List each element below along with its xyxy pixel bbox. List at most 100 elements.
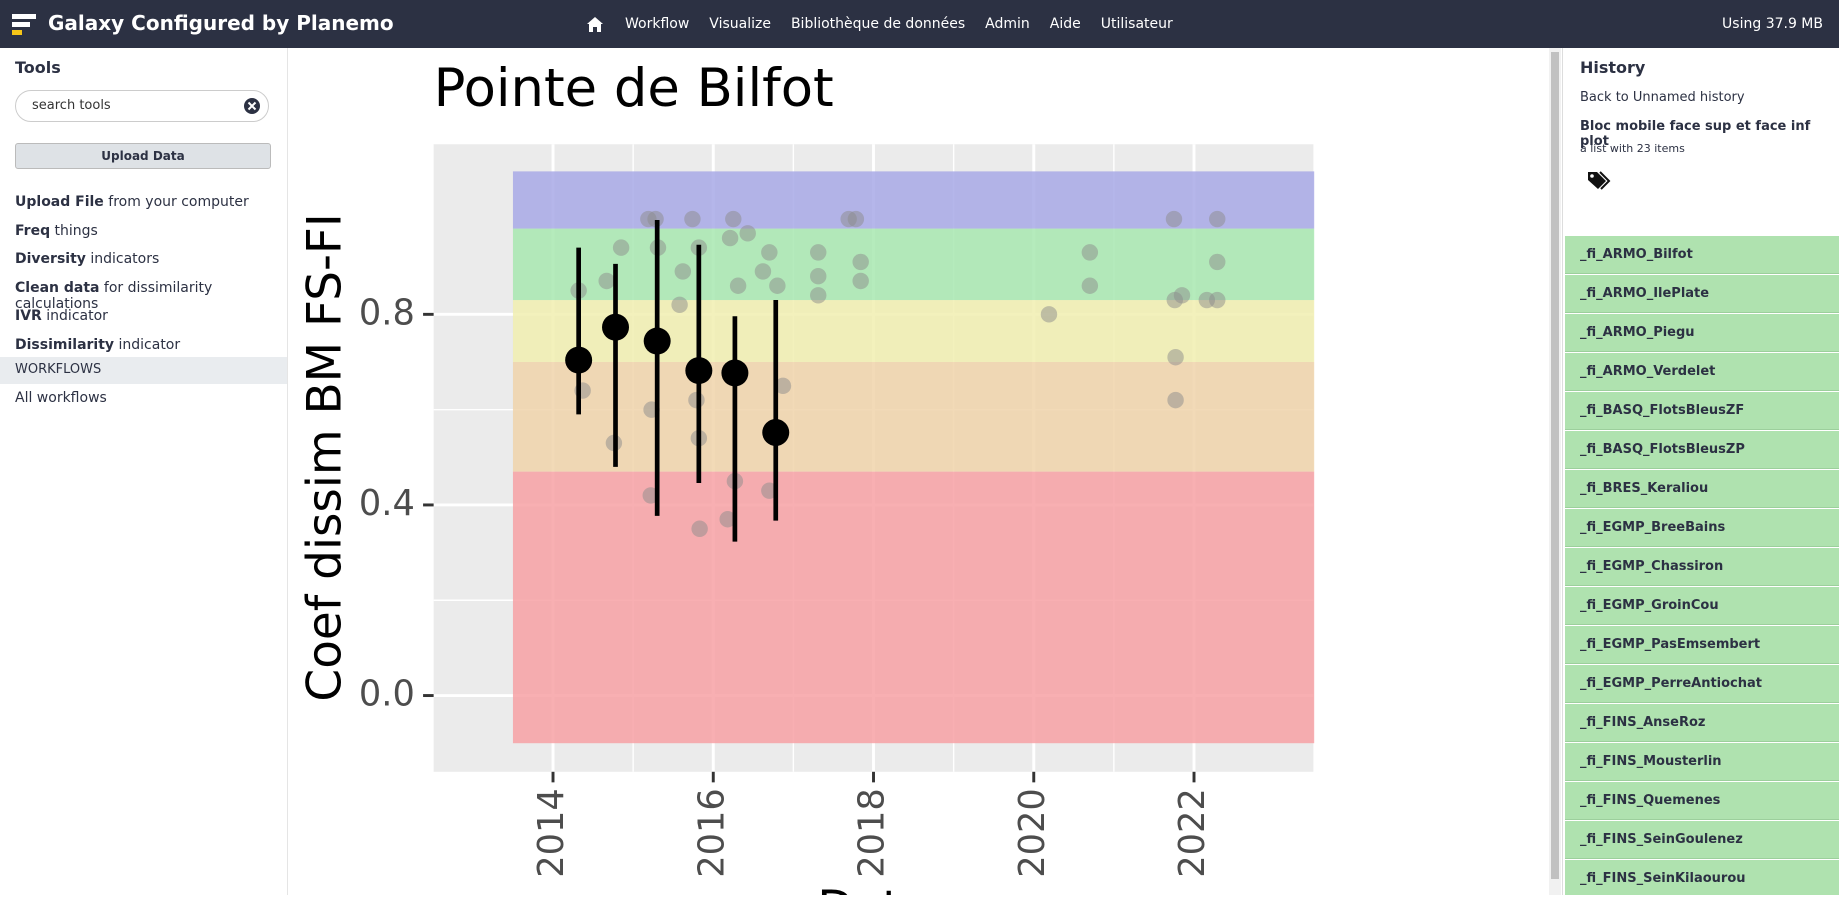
history-item[interactable]: _fi_EGMP_BreeBains [1565, 509, 1839, 547]
x-tick-label: 2022 [1172, 788, 1213, 878]
back-link[interactable]: Back to Unnamed history [1580, 90, 1745, 105]
nav-item[interactable]: Admin [985, 16, 1030, 32]
mean-point [602, 313, 630, 341]
home-icon[interactable] [585, 15, 605, 33]
history-item[interactable]: _fi_FINS_Quemenes [1565, 782, 1839, 820]
y-tick-label: 0.8 [359, 292, 415, 333]
clear-icon[interactable] [243, 97, 261, 115]
history-item[interactable]: _fi_BASQ_FlotsBleusZP [1565, 431, 1839, 469]
search-box[interactable]: search tools [15, 90, 269, 122]
color-band [512, 171, 1315, 229]
tool-section[interactable]: IVR indicator [15, 308, 108, 324]
scrollbar[interactable] [1549, 48, 1561, 895]
section-text: from your computer [108, 194, 249, 210]
tool-panel: Tools search tools Upload Data Upload Fi… [0, 48, 288, 895]
y-axis-label: Coef dissim BM FS-FI [298, 213, 353, 701]
history-item[interactable]: _fi_FINS_SeinKilaourou [1565, 860, 1839, 895]
history-item[interactable]: _fi_FINS_Mousterlin [1565, 743, 1839, 781]
history-panel: History Back to Unnamed history Bloc mob… [1562, 48, 1839, 895]
color-band [512, 300, 1315, 362]
data-point [647, 210, 664, 228]
history-item[interactable]: _fi_FINS_SeinGoulenez [1565, 821, 1839, 859]
item-name: _fi_ARMO_IlePlate [1580, 286, 1710, 301]
all-workflows[interactable]: All workflows [15, 390, 107, 406]
history-item[interactable]: _fi_BRES_Keraliou [1565, 470, 1839, 508]
history-item[interactable]: _fi_ARMO_Verdelet [1565, 353, 1839, 391]
section-bold: Clean data [15, 279, 100, 296]
nav-item[interactable]: Bibliothèque de données [790, 16, 966, 32]
chart: Pointe de Bilfot Coef dissim BM FS-FI Da… [298, 58, 1315, 899]
x-tick-label: 2014 [531, 788, 572, 878]
color-band [512, 361, 1315, 472]
section-bold: Freq [15, 222, 51, 239]
data-point [739, 225, 756, 242]
nav-item[interactable]: Utilisateur [1100, 16, 1173, 32]
section-text: indicator [46, 308, 108, 324]
history-item[interactable]: _fi_EGMP_GroinCou [1565, 587, 1839, 625]
history-item[interactable]: _fi_EGMP_PasEmsembert [1565, 626, 1839, 664]
data-point [754, 263, 772, 280]
data-point [1209, 210, 1226, 228]
nav-item[interactable]: Workflow [625, 16, 690, 32]
y-tick-label: 0.0 [359, 674, 415, 715]
history-item[interactable]: _fi_EGMP_Chassiron [1565, 548, 1839, 586]
tool-section[interactable]: Upload File from your computer [15, 194, 249, 210]
history-item[interactable]: _fi_EGMP_PerreAntiochat [1565, 665, 1839, 703]
nav-item[interactable]: Visualize [709, 16, 771, 32]
upload-button[interactable]: Upload Data [15, 143, 271, 169]
data-point [1209, 253, 1226, 271]
data-point [769, 277, 786, 294]
nav-items: Workflow Visualize Bibliothèque de données… [585, 15, 1173, 33]
color-band [512, 471, 1315, 744]
item-name: _fi_FINS_SeinKilaourou [1580, 871, 1746, 886]
item-name: _fi_EGMP_PasEmsembert [1580, 637, 1761, 652]
scroll-thumb[interactable] [1551, 52, 1559, 879]
data-point [774, 377, 792, 395]
data-point [1167, 349, 1184, 366]
x-tick-label: 2020 [1012, 788, 1053, 878]
history-item[interactable]: _fi_FINS_AnseRoz [1565, 704, 1839, 742]
history-item[interactable]: _fi_ARMO_Bilfot [1565, 236, 1839, 274]
item-name: _fi_FINS_AnseRoz [1580, 715, 1706, 730]
history-item[interactable]: _fi_BASQ_FlotsBleusZF [1565, 392, 1839, 430]
history-title: History [1580, 58, 1646, 77]
tool-section[interactable]: Freq things [15, 223, 98, 239]
tool-section[interactable]: Dissimilarity indicator [15, 337, 180, 353]
section-text: indicators [90, 251, 160, 267]
history-item[interactable]: _fi_ARMO_Piegu [1565, 314, 1839, 352]
chart-title: Pointe de Bilfot [434, 58, 834, 119]
data-point [684, 210, 701, 228]
brand[interactable]: Galaxy Configured by Planemo [48, 11, 394, 35]
section-bold: Upload File [15, 194, 104, 210]
mean-point [685, 357, 713, 385]
item-name: _fi_FINS_Mousterlin [1580, 754, 1722, 769]
nav-item[interactable]: Aide [1049, 16, 1081, 32]
data-point [729, 277, 747, 294]
mean-point [565, 346, 593, 374]
section-text: for dissimilarity calculations [15, 279, 213, 312]
navbar: Galaxy Configured by Planemo Workflow Vis… [0, 0, 1839, 48]
section-text: indicator [118, 336, 181, 353]
data-point [810, 244, 827, 261]
tool-section[interactable]: Diversity indicators [15, 251, 159, 267]
data-point [688, 391, 705, 409]
history-item[interactable]: _fi_ARMO_IlePlate [1565, 275, 1839, 313]
item-name: _fi_FINS_SeinGoulenez [1580, 832, 1743, 847]
data-point [847, 210, 865, 228]
data-point [674, 263, 692, 280]
item-name: _fi_EGMP_GroinCou [1580, 598, 1719, 613]
y-tick-label: 0.4 [359, 483, 415, 524]
item-name: _fi_ARMO_Piegu [1580, 325, 1695, 340]
center-panel: Pointe de Bilfot Coef dissim BM FS-FI Da… [287, 48, 1548, 899]
item-name: _fi_BASQ_FlotsBleusZP [1580, 442, 1745, 457]
x-tick-label: 2018 [852, 788, 893, 878]
item-name: _fi_BASQ_FlotsBleusZF [1580, 403, 1745, 418]
data-point [852, 272, 869, 290]
data-point [1081, 277, 1099, 294]
data-point [1209, 291, 1226, 309]
tags-icon[interactable] [1587, 170, 1613, 192]
tool-section[interactable]: Clean data for dissimilarity calculation… [15, 280, 287, 312]
data-point [725, 210, 742, 228]
